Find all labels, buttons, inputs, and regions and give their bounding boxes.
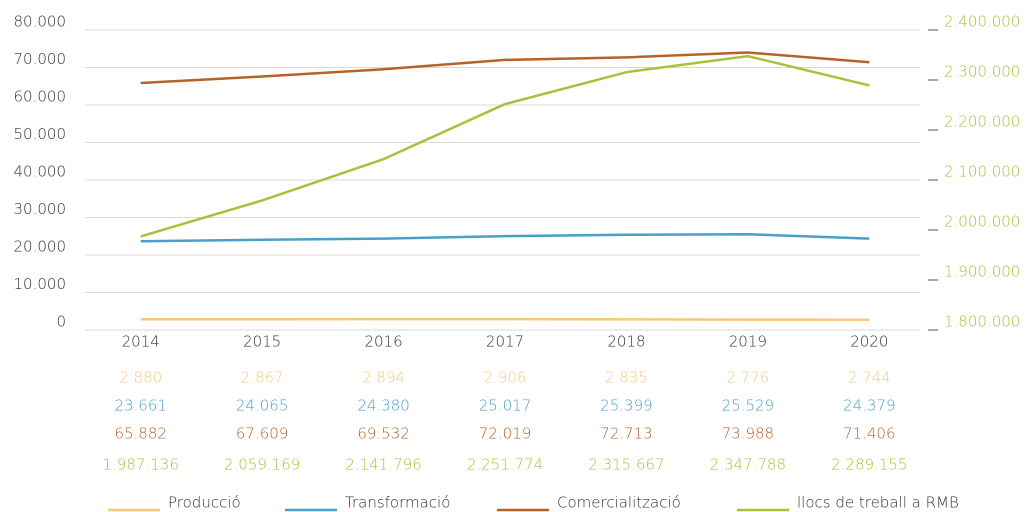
x-tick-label: 2020 — [850, 333, 888, 351]
data-label: 2.776 — [726, 369, 769, 387]
data-label: 25.529 — [722, 397, 775, 415]
y2-tick-label: 1.900.000 — [944, 263, 1020, 281]
data-label: 2.251.774 — [467, 456, 543, 474]
data-label: 2.867 — [241, 369, 284, 387]
data-label: 71.406 — [843, 425, 896, 443]
y2-tick-label: 2.100.000 — [944, 163, 1020, 181]
series-line — [140, 54, 870, 238]
y-tick-label: 80.000 — [14, 13, 67, 31]
x-tick-label: 2017 — [486, 333, 524, 351]
data-label: 25.399 — [600, 397, 653, 415]
data-label: 24.065 — [236, 397, 289, 415]
data-label: 2.906 — [484, 369, 527, 387]
data-label: 2.289.155 — [831, 456, 907, 474]
data-label: 2.880 — [119, 369, 162, 387]
data-label: 72.019 — [479, 425, 532, 443]
series-line — [140, 51, 870, 85]
series-line — [140, 233, 870, 243]
data-label: 2.744 — [848, 369, 891, 387]
x-tick-label: 2016 — [364, 333, 402, 351]
legend-label: Transformació — [345, 494, 450, 512]
y-tick-label: 40.000 — [14, 163, 67, 181]
x-tick-label: 2015 — [243, 333, 281, 351]
y2-tick-label: 2.400.000 — [944, 13, 1020, 31]
x-tick-label: 2014 — [122, 333, 160, 351]
data-label: 2.347.788 — [710, 456, 786, 474]
y2-tick-label: 2.300.000 — [944, 63, 1020, 81]
y-tick-label: 60.000 — [14, 88, 67, 106]
y-tick-label: 70.000 — [14, 50, 67, 68]
data-label: 73.988 — [722, 425, 775, 443]
y-tick-label: 50.000 — [14, 125, 67, 143]
series-line — [140, 317, 870, 321]
y-tick-label: 10.000 — [14, 275, 67, 293]
y2-tick-label: 2.200.000 — [944, 113, 1020, 131]
data-label: 69.532 — [357, 425, 410, 443]
data-label: 1.987.136 — [103, 456, 179, 474]
data-label: 2.835 — [605, 369, 648, 387]
y-tick-label: 0 — [56, 313, 66, 331]
data-label: 24.379 — [843, 397, 896, 415]
data-label: 65.882 — [114, 425, 167, 443]
y2-tick-label: 2.000.000 — [944, 213, 1020, 231]
data-label: 67.609 — [236, 425, 289, 443]
data-label: 25.017 — [479, 397, 532, 415]
data-label: 2.059.169 — [224, 456, 300, 474]
legend-label: Producció — [168, 494, 241, 512]
x-tick-label: 2019 — [729, 333, 767, 351]
data-label: 24.380 — [357, 397, 410, 415]
legend-label: Comercialització — [557, 494, 681, 512]
data-label: 72.713 — [600, 425, 653, 443]
y2-tick-label: 1.800.000 — [944, 313, 1020, 331]
data-label: 2.141.796 — [345, 456, 421, 474]
y-tick-label: 20.000 — [14, 238, 67, 256]
y-tick-label: 30.000 — [14, 200, 67, 218]
data-label: 2.315.667 — [588, 456, 664, 474]
data-label: 23.661 — [114, 397, 167, 415]
legend-label: llocs de treball a RMB — [797, 494, 959, 512]
x-tick-label: 2018 — [607, 333, 645, 351]
data-label: 2.894 — [362, 369, 405, 387]
